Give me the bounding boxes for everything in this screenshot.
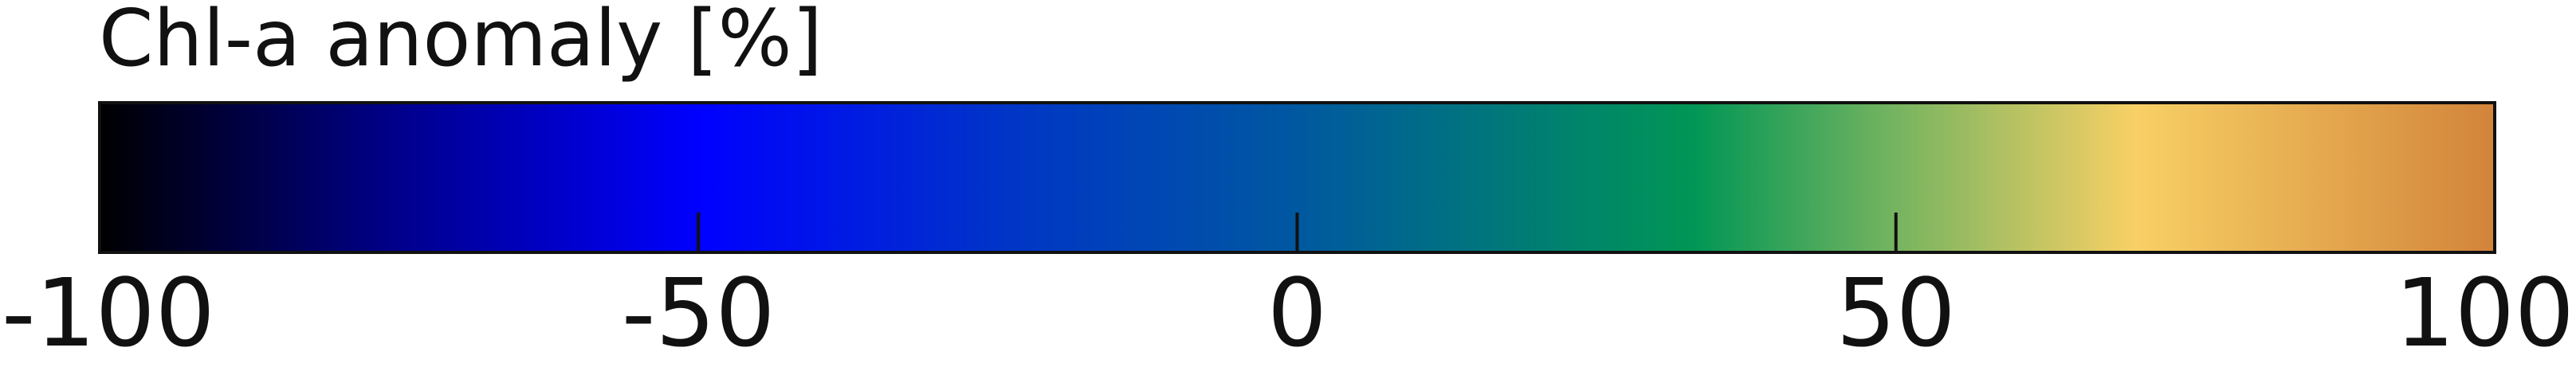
colorbar-tick-label: 50: [1836, 258, 1956, 368]
colorbar-tick-label: -100: [2, 258, 215, 368]
tick-layer: -100 -50 0 50 100: [2, 213, 2574, 368]
colorbar-title: Chl-a anomaly [%]: [99, 0, 823, 84]
colorbar-tick-label: 0: [1267, 258, 1327, 368]
colorbar-tick-label: 100: [2395, 258, 2574, 368]
colorbar-tick-label: -50: [622, 258, 776, 368]
